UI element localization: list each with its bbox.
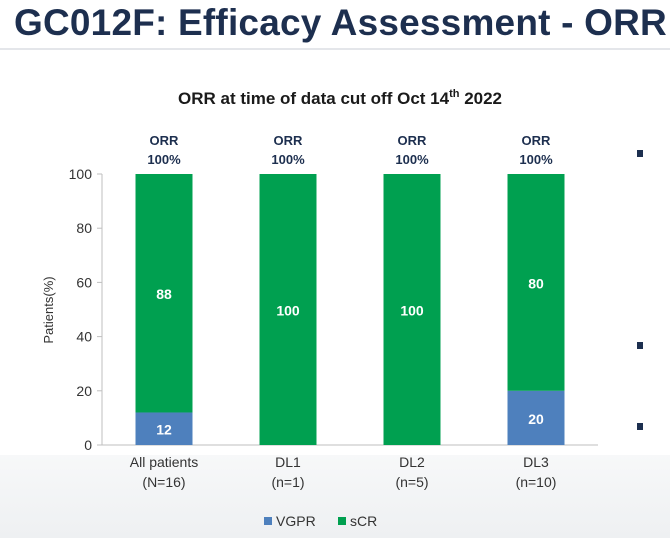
x-tick-label: (n=1) bbox=[271, 474, 304, 490]
orr-label: ORR bbox=[150, 133, 180, 148]
bar-scr bbox=[383, 174, 441, 445]
y-axis-label: Patients(%) bbox=[41, 276, 56, 343]
orr-value: 100% bbox=[519, 152, 553, 167]
data-label: 20 bbox=[528, 411, 544, 427]
data-label: 88 bbox=[156, 286, 172, 302]
bar-scr bbox=[259, 174, 317, 445]
orr-value: 100% bbox=[271, 152, 305, 167]
footer-band bbox=[0, 455, 670, 538]
legend-label-scr: sCR bbox=[350, 513, 377, 529]
y-tick-label: 20 bbox=[76, 383, 92, 399]
bar-vgpr bbox=[135, 412, 193, 445]
x-tick-label: (n=10) bbox=[516, 474, 557, 490]
orr-label: ORR bbox=[398, 133, 428, 148]
orr-value: 100% bbox=[147, 152, 181, 167]
x-tick-label: DL3 bbox=[523, 454, 549, 470]
orr-label: ORR bbox=[522, 133, 552, 148]
y-tick-label: 100 bbox=[69, 166, 93, 182]
data-label: 100 bbox=[400, 303, 424, 319]
y-tick-label: 40 bbox=[76, 329, 92, 345]
x-tick-label: (N=16) bbox=[142, 474, 185, 490]
bullet-marker bbox=[637, 423, 643, 430]
slide-title: GC012F: Efficacy Assessment - ORR bbox=[14, 2, 667, 43]
legend-swatch-scr bbox=[338, 517, 346, 525]
bar-vgpr bbox=[507, 390, 565, 445]
x-tick-label: DL1 bbox=[275, 454, 301, 470]
legend-label-vgpr: VGPR bbox=[276, 513, 316, 529]
bar-scr bbox=[507, 174, 565, 391]
orr-value: 100% bbox=[395, 152, 429, 167]
bullet-marker bbox=[637, 342, 643, 349]
title-divider bbox=[0, 48, 670, 50]
x-tick-label: DL2 bbox=[399, 454, 425, 470]
data-label: 100 bbox=[276, 303, 300, 319]
y-tick-label: 80 bbox=[76, 220, 92, 236]
data-label: 80 bbox=[528, 275, 544, 291]
y-tick-label: 60 bbox=[76, 274, 92, 290]
chart-title: ORR at time of data cut off Oct 14th 202… bbox=[178, 88, 502, 108]
data-label: 12 bbox=[156, 422, 172, 438]
bar-scr bbox=[135, 174, 193, 413]
legend-swatch-vgpr bbox=[264, 517, 272, 525]
x-tick-label: (n=5) bbox=[395, 474, 428, 490]
x-tick-label: All patients bbox=[130, 454, 198, 470]
y-tick-label: 0 bbox=[84, 437, 92, 453]
bullet-marker bbox=[637, 150, 643, 157]
orr-label: ORR bbox=[274, 133, 304, 148]
